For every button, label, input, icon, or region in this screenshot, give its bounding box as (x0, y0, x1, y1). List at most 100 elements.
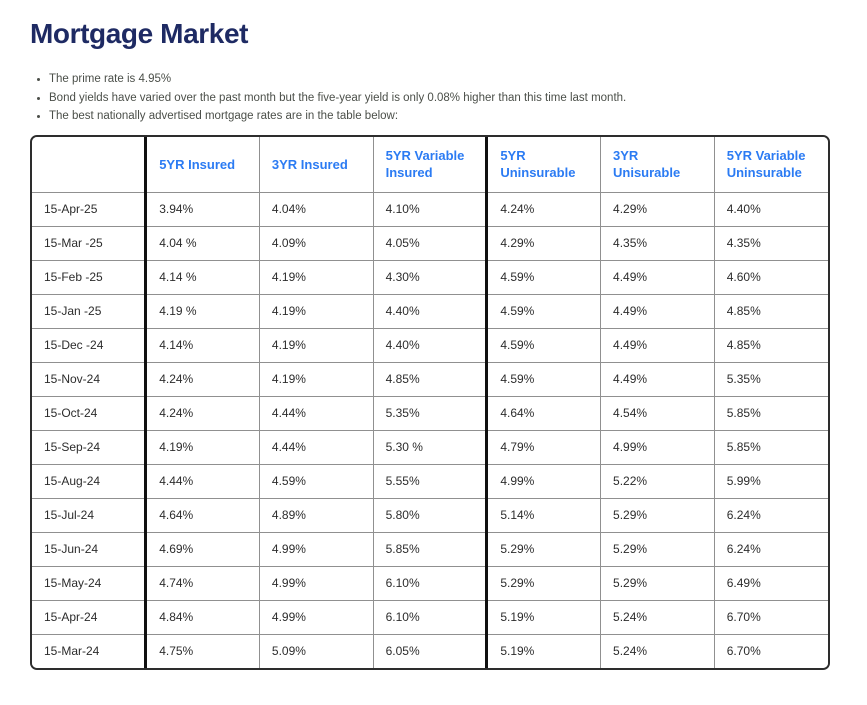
table-row: 15-Nov-24 4.24% 4.19% 4.85% 4.59% 4.49% 5.35% (32, 361, 828, 397)
rate-cell: 4.10% (372, 191, 488, 227)
rate-cell: 4.14% (144, 327, 260, 363)
rate-cell: 4.59% (258, 463, 374, 499)
table-row: 15-Apr-24 4.84% 4.99% 6.10% 5.19% 5.24% 6.70% (32, 599, 828, 635)
rate-cell: 4.99% (485, 463, 602, 499)
rate-cell: 4.04% (258, 191, 374, 227)
rate-cell: 4.40% (713, 191, 828, 227)
rate-cell: 6.24% (713, 497, 828, 533)
row-date-cell: 15-Oct-24 (32, 395, 147, 431)
rate-cell: 4.49% (600, 259, 715, 295)
rate-cell: 5.24% (600, 599, 715, 635)
table-header: 5YR Insured 3YR Insured 5YR Variable Insur… (32, 137, 828, 193)
rate-cell: 4.99% (258, 531, 374, 567)
rate-cell: 4.14 % (144, 259, 260, 295)
table-row: 15-Mar-24 4.75% 5.09% 6.05% 5.19% 5.24% 6.70% (32, 633, 828, 669)
rate-cell: 4.24% (144, 395, 260, 431)
rate-cell: 4.29% (485, 225, 602, 261)
rate-cell: 4.44% (144, 463, 260, 499)
rate-cell: 4.29% (600, 191, 715, 227)
rate-cell: 4.85% (372, 361, 488, 397)
rate-cell: 4.35% (600, 225, 715, 261)
column-header: 5YR Uninsurable (485, 137, 602, 193)
rate-cell: 5.55% (372, 463, 488, 499)
rate-cell: 5.29% (485, 531, 602, 567)
rate-cell: 4.99% (258, 565, 374, 601)
rate-cell: 5.29% (600, 531, 715, 567)
rate-cell: 4.35% (713, 225, 828, 261)
rate-cell: 5.30 % (372, 429, 488, 465)
table-row: 15-May-24 4.74% 4.99% 6.10% 5.29% 5.29% 6.49% (32, 565, 828, 601)
mortgage-market-page: Mortgage Market The prime rate is 4.95% … (0, 0, 867, 670)
table-row: 15-Aug-24 4.44% 4.59% 5.55% 4.99% 5.22% 5.99% (32, 463, 828, 499)
table-row: 15-Jun-24 4.69% 4.99% 5.85% 5.29% 5.29% 6.24% (32, 531, 828, 567)
rate-cell: 4.24% (485, 191, 602, 227)
column-header: 5YR Insured (144, 137, 260, 193)
rate-cell: 6.24% (713, 531, 828, 567)
rate-cell: 4.69% (144, 531, 260, 567)
rate-cell: 4.09% (258, 225, 374, 261)
rate-cell: 5.22% (600, 463, 715, 499)
table-row: 15-Dec -24 4.14% 4.19% 4.40% 4.59% 4.49% 4.85% (32, 327, 828, 363)
rate-cell: 6.70% (713, 633, 828, 669)
table-row: 15-Feb -25 4.14 % 4.19% 4.30% 4.59% 4.49% 4.60… (32, 259, 828, 295)
rate-cell: 5.24% (600, 633, 715, 669)
rate-cell: 4.99% (258, 599, 374, 635)
rate-cell: 4.19% (144, 429, 260, 465)
rate-cell: 4.60% (713, 259, 828, 295)
rate-cell: 6.49% (713, 565, 828, 601)
column-header: 3YR Unisurable (600, 137, 715, 193)
column-header: 5YR Variable Uninsurable (713, 137, 828, 193)
rate-cell: 4.59% (485, 361, 602, 397)
row-date-cell: 15-Feb -25 (32, 259, 147, 295)
rate-cell: 4.64% (485, 395, 602, 431)
rate-cell: 4.59% (485, 293, 602, 329)
rate-cell: 4.19 % (144, 293, 260, 329)
row-date-cell: 15-Mar-24 (32, 633, 147, 669)
table-row: 15-Jan -25 4.19 % 4.19% 4.40% 4.59% 4.49% 4.85… (32, 293, 828, 329)
table-row: 15-Jul-24 4.64% 4.89% 5.80% 5.14% 5.29% 6.24% (32, 497, 828, 533)
rate-cell: 4.79% (485, 429, 602, 465)
rate-cell: 4.99% (600, 429, 715, 465)
column-header: 3YR Insured (258, 137, 374, 193)
rate-cell: 5.09% (258, 633, 374, 669)
rate-cell: 4.85% (713, 327, 828, 363)
rate-cell: 4.49% (600, 293, 715, 329)
rate-cell: 5.29% (485, 565, 602, 601)
row-date-cell: 15-Jan -25 (32, 293, 147, 329)
row-date-cell: 15-May-24 (32, 565, 147, 601)
rate-cell: 5.80% (372, 497, 488, 533)
column-header: 5YR Variable Insured (372, 137, 488, 193)
row-date-cell: 15-Jul-24 (32, 497, 147, 533)
row-date-cell: 15-Apr-24 (32, 599, 147, 635)
table-row: 15-Oct-24 4.24% 4.44% 5.35% 4.64% 4.54% 5.85% (32, 395, 828, 431)
rate-cell: 4.30% (372, 259, 488, 295)
rate-cell: 5.29% (600, 497, 715, 533)
bullet-prime-rate: The prime rate is 4.95% (49, 73, 867, 85)
rate-cell: 4.19% (258, 293, 374, 329)
row-date-cell: 15-Dec -24 (32, 327, 147, 363)
row-date-cell: 15-Nov-24 (32, 361, 147, 397)
rate-cell: 5.85% (713, 395, 828, 431)
rate-cell: 4.64% (144, 497, 260, 533)
rate-cell: 4.19% (258, 259, 374, 295)
rate-cell: 4.24% (144, 361, 260, 397)
rate-cell: 4.74% (144, 565, 260, 601)
rate-cell: 4.54% (600, 395, 715, 431)
rate-cell: 4.49% (600, 361, 715, 397)
bullet-bond-yields: Bond yields have varied over the past mo… (49, 92, 867, 104)
rate-cell: 4.05% (372, 225, 488, 261)
rate-cell: 4.85% (713, 293, 828, 329)
table-row: 15-Mar -25 4.04 % 4.09% 4.05% 4.29% 4.35% 4.35… (32, 225, 828, 261)
mortgage-rates-table: 5YR Insured 3YR Insured 5YR Variable Insur… (32, 137, 828, 669)
row-date-cell: 15-Sep-24 (32, 429, 147, 465)
bullet-table-intro: The best nationally advertised mortgage … (49, 110, 867, 122)
rate-cell: 5.35% (372, 395, 488, 431)
rate-cell: 4.59% (485, 259, 602, 295)
rate-cell: 4.44% (258, 429, 374, 465)
rate-cell: 4.89% (258, 497, 374, 533)
rate-cell: 4.19% (258, 361, 374, 397)
table-header-row: 5YR Insured 3YR Insured 5YR Variable Insur… (32, 137, 828, 193)
rate-cell: 4.49% (600, 327, 715, 363)
page-title: Mortgage Market (30, 18, 249, 49)
rate-cell: 6.05% (372, 633, 488, 669)
